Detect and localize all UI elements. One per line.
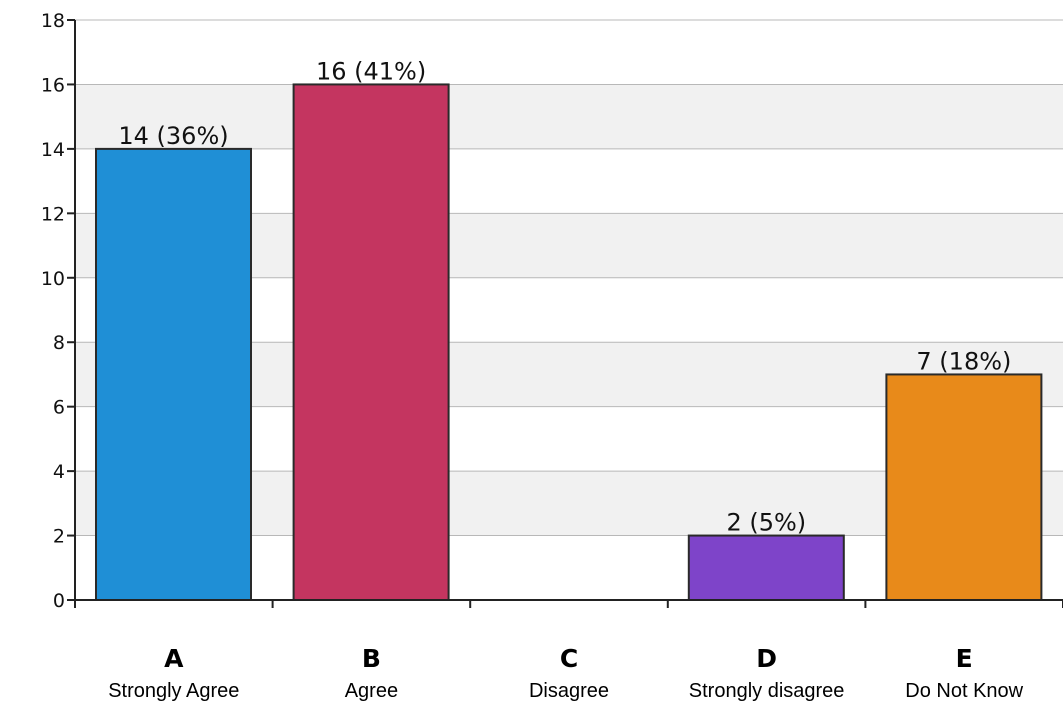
grid-band: [75, 20, 1063, 85]
category-letter-a: A: [164, 644, 184, 673]
category-name-a: Strongly Agree: [108, 680, 239, 702]
category-letter-c: C: [560, 644, 578, 673]
y-tick-labels: 0 2 4 6 8 10 12 14 16 18: [41, 10, 75, 612]
x-category-labels: A Strongly Agree B Agree C Disagree D Strongly …: [108, 644, 1023, 702]
bar-d: [687, 534, 845, 601]
category-name-b: Agree: [345, 680, 398, 702]
y-tick-label: 16: [41, 74, 65, 96]
category-name-c: Disagree: [529, 680, 609, 702]
y-tick-label: 12: [41, 203, 65, 225]
grid-band: [75, 84, 1063, 149]
axes: [67, 20, 1063, 608]
category-name-e: Do Not Know: [905, 680, 1023, 702]
bar-b: [292, 83, 450, 601]
y-tick-label: 4: [53, 461, 65, 483]
data-label-e: 7 (18%): [916, 347, 1011, 375]
data-label-a: 14 (36%): [118, 122, 228, 150]
y-tick-label: 2: [53, 526, 65, 548]
y-tick-label: 0: [53, 590, 65, 612]
category-letter-e: E: [956, 644, 973, 673]
y-tick-label: 18: [41, 10, 65, 32]
data-label-b: 16 (41%): [316, 57, 426, 85]
y-tick-label: 8: [53, 332, 65, 354]
y-tick-label: 14: [41, 139, 65, 161]
data-label-d: 2 (5%): [726, 509, 806, 537]
bar-e: [885, 373, 1043, 602]
category-name-d: Strongly disagree: [689, 680, 845, 702]
bar-a: [95, 147, 252, 601]
y-tick-label: 6: [53, 397, 65, 419]
category-letter-d: D: [756, 644, 777, 673]
data-labels: 14 (36%) 16 (41%) 2 (5%) 7 (18%): [118, 57, 1011, 536]
bars: [95, 83, 1043, 602]
y-tick-label: 10: [41, 268, 65, 290]
category-letter-b: B: [362, 644, 381, 673]
